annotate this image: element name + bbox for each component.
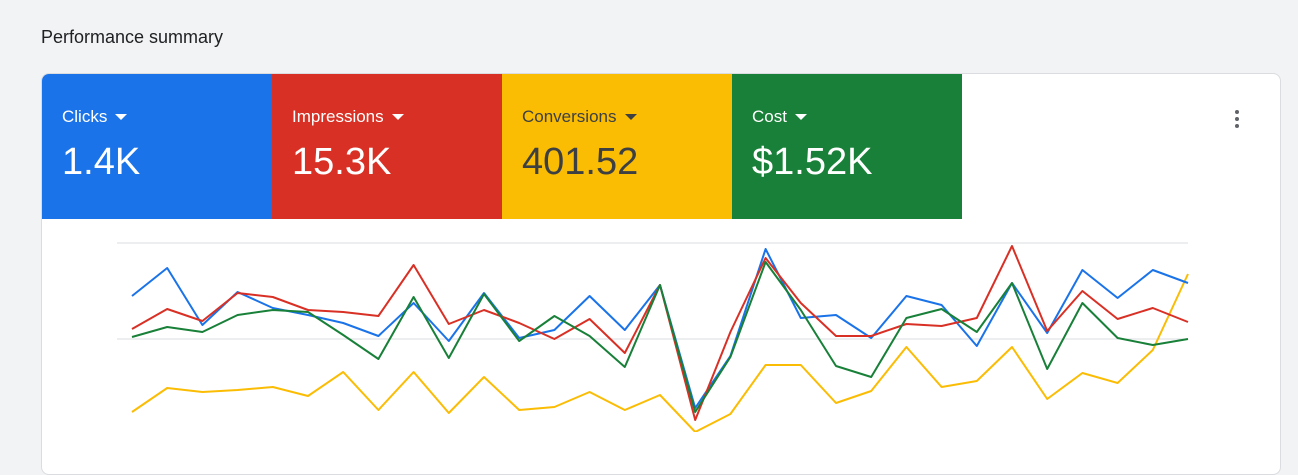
metric-value: 15.3K bbox=[292, 141, 392, 183]
metric-tile[interactable]: Cost $1.52K bbox=[732, 74, 962, 219]
section-title: Performance summary bbox=[41, 27, 224, 47]
metric-tile[interactable]: Clicks 1.4K bbox=[42, 74, 272, 219]
page: Performance summary Clicks 1.4K Impression… bbox=[0, 0, 1298, 432]
metric-label: Impressions bbox=[292, 107, 502, 127]
metric-label: Clicks bbox=[62, 107, 272, 127]
chart bbox=[117, 242, 1189, 432]
metric-tile[interactable]: Impressions 15.3K bbox=[272, 74, 502, 219]
metric-value: 401.52 bbox=[522, 141, 639, 183]
metric-label: Conversions bbox=[522, 107, 732, 127]
series-line bbox=[131, 273, 1189, 432]
card: Clicks 1.4K Impressions 15.3K Conversions 401… bbox=[41, 73, 1281, 475]
metric-value: $1.52K bbox=[752, 141, 873, 183]
metric-tile[interactable]: Conversions 401.52 bbox=[502, 74, 732, 219]
more-menu[interactable] bbox=[1235, 110, 1241, 131]
metric-label: Cost bbox=[752, 107, 962, 127]
series-line bbox=[131, 261, 1189, 413]
metric-value: 1.4K bbox=[62, 141, 141, 183]
series-line bbox=[131, 245, 1189, 421]
